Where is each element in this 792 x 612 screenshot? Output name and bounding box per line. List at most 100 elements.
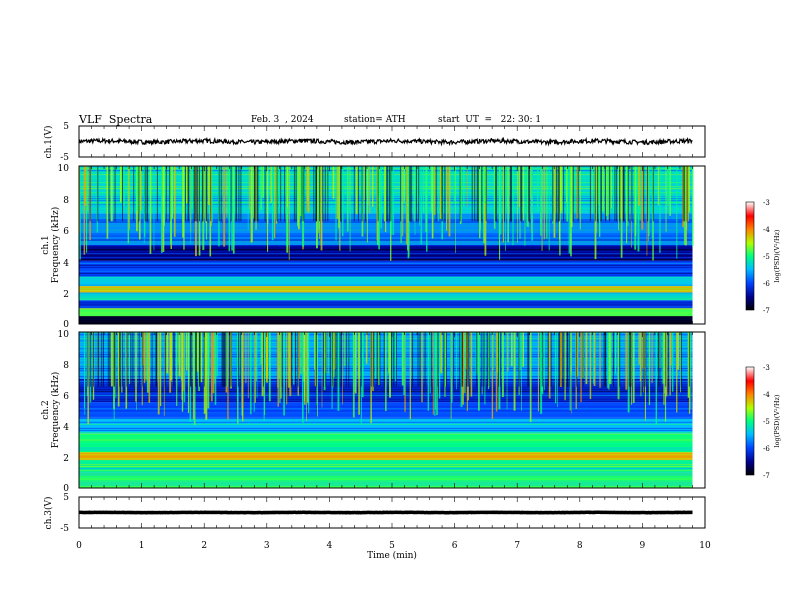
spectrogram-sferic (127, 166, 130, 244)
spectrogram-sferic (609, 332, 610, 383)
spectrogram-sferic (608, 332, 610, 390)
ch2-channel-label: ch.2 (41, 400, 51, 419)
spectrogram-line (79, 476, 693, 478)
spectrogram-sferic (438, 166, 439, 222)
spectrogram-gap (108, 166, 110, 222)
ch2-spectrogram-image (79, 332, 693, 488)
spectrogram-sferic (517, 166, 518, 243)
spectrogram-sferic (177, 332, 179, 364)
spectrogram-gap (577, 166, 579, 222)
spectrogram-line (79, 437, 693, 439)
spectrogram-line (79, 435, 693, 437)
ch3-ytick-top: 5 (63, 493, 69, 503)
spectrogram-sferic (293, 332, 295, 385)
ch1-ytick-10: 10 (58, 164, 70, 174)
spectrogram-sferic (498, 166, 500, 240)
ch1-spectrogram-tick-marks (78, 166, 706, 324)
spectrogram-gap (541, 332, 543, 387)
spectrogram-gap (155, 332, 157, 387)
spectrogram-gap (199, 166, 200, 222)
ch1-spectrogram-image (79, 166, 694, 324)
spectrogram-sferic (401, 332, 404, 386)
ch1-colorbar-scale (745, 201, 755, 311)
spectrogram-sferic (335, 166, 337, 241)
spectrogram-line (79, 465, 693, 468)
spectrogram-gap (203, 332, 205, 387)
spectrogram-line (79, 280, 693, 282)
spectrogram-sferic (231, 166, 234, 251)
figure-title: VLF Spectra (79, 113, 153, 126)
spectrogram-gap (466, 332, 468, 387)
spectrogram-sferic (561, 166, 563, 210)
spectrogram-gap (383, 332, 385, 387)
spectrogram-sferic (544, 332, 545, 391)
spectrogram-gap (218, 166, 220, 222)
spectrogram-line (79, 233, 693, 235)
spectrogram-line (79, 427, 693, 429)
spectrogram-line (79, 253, 693, 255)
spectrogram-gap (202, 166, 204, 222)
spectrogram-gap (276, 166, 278, 222)
spectrogram-sferic (627, 332, 630, 413)
spectrogram-sferic (405, 166, 408, 245)
spectrogram-sferic (227, 332, 229, 420)
spectrogram-sferic (478, 332, 480, 411)
spectrogram-gap (107, 332, 109, 387)
spectrogram-sferic (589, 332, 592, 400)
spectrogram-sferic (634, 166, 637, 237)
spectrogram-gap (688, 332, 690, 387)
spectrogram-sferic (327, 332, 329, 374)
spectrogram-sferic (548, 332, 551, 399)
spectrogram-gap (220, 166, 222, 222)
spectrogram-sferic (548, 166, 550, 251)
spectrogram-gap (301, 166, 303, 222)
time-tick-label: 6 (452, 541, 458, 551)
spectrogram-gap (281, 332, 283, 387)
spectrogram-sferic (593, 332, 596, 386)
spectrogram-sferic (320, 166, 322, 246)
spectrogram-sferic (483, 166, 486, 243)
spectrogram-gap (589, 166, 591, 222)
spectrogram-sferic (521, 332, 522, 411)
spectrogram-gap (488, 332, 490, 387)
spectrogram-sferic (299, 166, 302, 217)
spectrogram-sferic (530, 166, 532, 199)
spectrogram-sferic (171, 332, 173, 382)
spectrogram-sferic (178, 332, 181, 377)
ch2-colorbar-scale (745, 366, 755, 476)
time-tick-label: 4 (327, 541, 333, 551)
spectrogram-sferic (448, 166, 451, 237)
spectrogram-band (79, 452, 693, 460)
spectrogram-gap (119, 332, 121, 387)
spectrogram-gap (559, 332, 561, 387)
spectrogram-gap (194, 166, 196, 222)
spectrogram-sferic (570, 166, 572, 250)
spectrogram-gap (156, 166, 158, 222)
spectrogram-sferic (599, 166, 601, 237)
spectrogram-sferic (439, 332, 441, 399)
spectrogram-sferic (369, 166, 371, 214)
spectrogram-gap (645, 332, 647, 387)
spectrogram-sferic (250, 166, 253, 243)
spectrogram-gap (237, 332, 239, 387)
spectrogram-gap (313, 166, 315, 222)
spectrogram-gap (566, 332, 568, 387)
spectrogram-sferic (524, 166, 526, 246)
spectrogram-sferic (123, 166, 125, 207)
spectrogram-gap (133, 166, 135, 222)
spectrogram-gap (360, 332, 362, 387)
spectrogram-gap (485, 166, 487, 222)
spectrogram-band (79, 260, 693, 277)
spectrogram-sferic (543, 166, 545, 240)
spectrogram-gap (97, 332, 99, 387)
spectrogram-sferic (450, 332, 453, 403)
spectrogram-sferic (392, 332, 393, 380)
spectrogram-sferic (663, 332, 665, 405)
spectrogram-gap (680, 332, 682, 387)
spectrogram-gap (445, 332, 447, 387)
ch1-ytick-2: 2 (63, 290, 69, 300)
spectrogram-sferic (149, 166, 152, 254)
spectrogram-gap (528, 166, 530, 222)
spectrogram-gap (614, 166, 616, 222)
spectrogram-gap (520, 166, 522, 222)
